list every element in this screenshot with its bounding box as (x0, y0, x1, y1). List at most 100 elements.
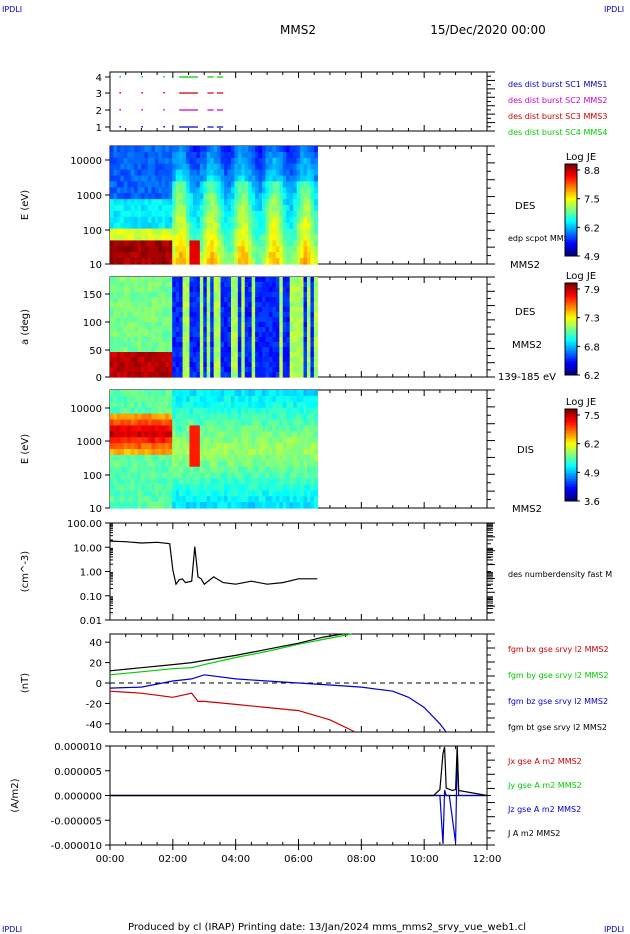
spectrogram-cell (217, 395, 222, 403)
spectrogram-cell (286, 322, 291, 328)
spectrogram-cell (182, 472, 187, 480)
spectrogram-cell (251, 210, 256, 218)
colorbar-band (565, 425, 577, 428)
spectrogram-cell (120, 327, 125, 333)
spectrogram-cell (275, 199, 280, 206)
spectrogram-cell (154, 234, 159, 241)
spectrogram-cell (127, 287, 132, 293)
spectrogram-cell (279, 425, 284, 432)
spectrogram-cell (123, 372, 128, 378)
x-tick-label: 10:00 (410, 854, 439, 865)
spectrogram-cell (203, 367, 208, 373)
spectrogram-cell (196, 277, 201, 283)
spectrogram-cell (123, 496, 128, 503)
spectrogram-cell (186, 490, 191, 497)
colorbar-band (565, 469, 577, 472)
spectrogram-cell (206, 342, 211, 348)
spectrogram-cell (172, 222, 177, 230)
spectrogram-cell (165, 216, 170, 224)
spectrogram-cell (175, 401, 180, 409)
spectrogram-cell (213, 210, 218, 218)
spectrogram-cell (148, 234, 153, 241)
spectrogram-cell (224, 187, 229, 194)
spectrogram-cell (148, 163, 153, 171)
spectrogram-cell (213, 431, 218, 438)
colorbar-band (565, 353, 577, 356)
spectrogram-cell (248, 292, 253, 298)
spectrogram-cell (303, 327, 308, 333)
spectrogram-cell (237, 496, 242, 503)
spectrogram-cell (234, 407, 239, 415)
spectrogram-cell (227, 277, 232, 283)
spectrogram-cell (172, 425, 177, 432)
spectrogram-cell (154, 246, 159, 253)
spectrogram-cell (310, 322, 315, 328)
spectrogram-cell (206, 419, 211, 426)
spectrogram-cell (206, 297, 211, 303)
spectrogram-cell (123, 327, 128, 333)
spectrogram-cell (300, 443, 305, 450)
spectrogram-cell (265, 401, 270, 409)
spectrogram-cell (220, 322, 225, 328)
spectrogram-cell (158, 322, 163, 328)
spectrogram-cell (224, 390, 229, 397)
spectrogram-cell (306, 390, 312, 397)
spectrogram-cell (310, 419, 315, 426)
spectrogram-cell (210, 277, 215, 283)
spectrogram-cell (303, 437, 308, 444)
spectrogram-cell (244, 443, 249, 450)
spectrogram-cell (213, 478, 218, 485)
spectrogram-cell (255, 357, 260, 363)
spectrogram-cell (175, 246, 180, 253)
spectrogram-cell (123, 413, 128, 421)
spectrogram-cell (313, 205, 318, 212)
spectrogram-cell (210, 258, 215, 265)
spectrogram-cell (179, 372, 184, 378)
spectrogram-cell (179, 367, 184, 373)
spectrogram-cell (282, 151, 287, 159)
spectrogram-cell (293, 317, 298, 323)
spectrogram-cell (175, 484, 180, 491)
colorbar-band (565, 471, 577, 474)
colorbar-band (565, 190, 577, 193)
spectrogram-cell (182, 478, 187, 485)
spectrogram-cell (161, 258, 166, 265)
spectrogram-cell (272, 187, 277, 194)
spectrogram-cell (306, 240, 312, 247)
spectrogram-cell (237, 169, 242, 177)
spectrogram-cell (161, 222, 166, 230)
spectrogram-cell (203, 169, 208, 177)
spectrogram-cell (224, 199, 229, 206)
spectrogram-cell (120, 322, 125, 328)
spectrogram-cell (244, 287, 249, 293)
spectrogram-cell (130, 246, 135, 253)
spectrogram-cell (158, 246, 163, 253)
spectrogram-cell (265, 484, 270, 491)
spectrogram-cell (279, 157, 284, 165)
spectrogram-cell (130, 395, 135, 403)
spectrogram-cell (130, 413, 135, 421)
spectrogram-cell (151, 454, 156, 462)
spectrogram-cell (224, 431, 229, 438)
spectrogram-cell (137, 240, 142, 247)
spectrogram-cell (175, 367, 180, 373)
spectrogram-cell (224, 352, 229, 358)
spectrogram-cell (165, 252, 170, 259)
spectrogram-cell (258, 307, 263, 313)
spectrogram-cell (237, 437, 242, 444)
spectrogram-cell (186, 407, 191, 415)
spectrogram-cell (151, 297, 156, 303)
spectrogram-cell (279, 352, 284, 358)
spectrogram-cell (275, 222, 280, 230)
spectrogram-cell (310, 258, 315, 265)
spectrogram-cell (289, 307, 294, 313)
spectrogram-cell (293, 175, 298, 182)
spectrogram-cell (248, 367, 253, 373)
spectrogram-cell (293, 157, 298, 165)
spectrogram-cell (165, 210, 170, 218)
spectrogram-cell (134, 297, 139, 303)
spectrogram-cell (262, 163, 267, 171)
spectrogram-cell (234, 460, 239, 468)
spectrogram-cell (306, 337, 312, 343)
spectrogram-cell (186, 472, 191, 480)
